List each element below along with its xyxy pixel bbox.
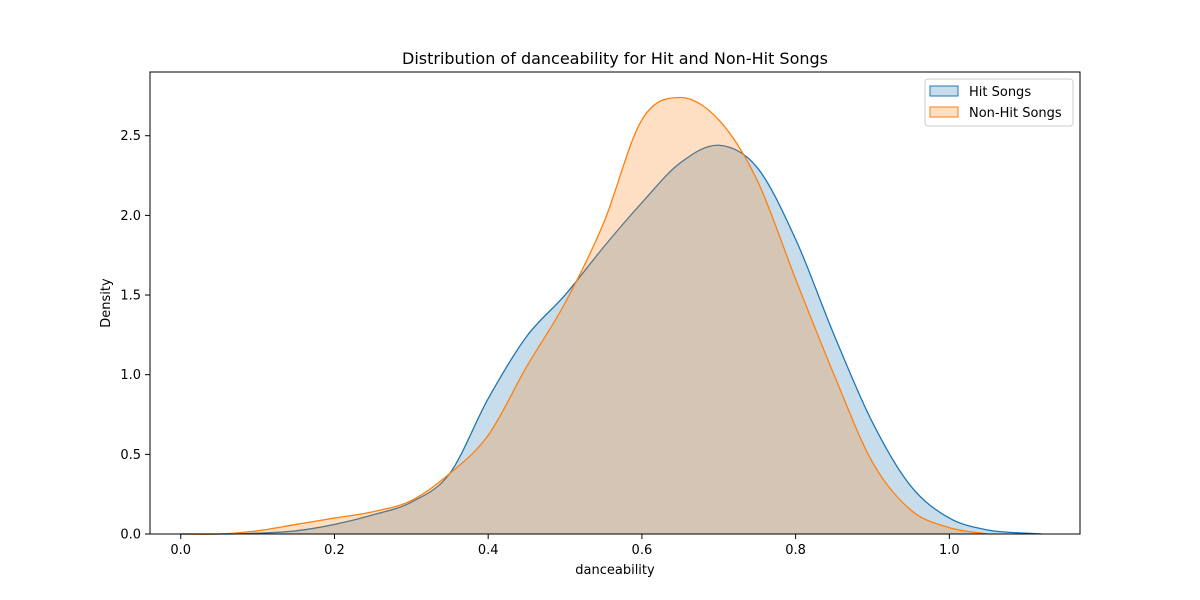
x-axis: 0.0 0.2 0.4 0.6 0.8 1.0 [170, 534, 960, 558]
legend-label: Non-Hit Songs [969, 106, 1062, 121]
x-axis-label: danceability [575, 563, 655, 578]
y-tick-label: 0.0 [120, 528, 141, 543]
chart-title: Distribution of danceability for Hit and… [402, 49, 828, 68]
y-axis: 0.0 0.5 1.0 1.5 2.0 2.5 [120, 129, 150, 543]
y-tick-label: 0.5 [120, 448, 141, 463]
plot-area [180, 96, 1042, 535]
x-tick-label: 0.4 [478, 543, 499, 558]
x-tick-label: 0.0 [170, 543, 191, 558]
x-tick-label: 0.6 [632, 543, 653, 558]
x-tick-label: 0.2 [324, 543, 345, 558]
density-fill-series-1 [180, 145, 1042, 535]
x-tick-label: 0.8 [785, 543, 806, 558]
plot-frame [149, 71, 1081, 535]
y-axis-label: Density [99, 278, 114, 328]
y-tick-label: 1.5 [120, 289, 141, 304]
legend-box [924, 78, 1074, 127]
legend-swatch [929, 106, 959, 118]
legend-label: Hit Songs [969, 85, 1031, 100]
y-tick-label: 1.0 [120, 368, 141, 383]
legend: Hit Songs Non-Hit Songs [924, 78, 1074, 127]
density-line-series-2 [180, 96, 988, 535]
y-tick-label: 2.5 [120, 129, 141, 144]
density-line-series-1 [180, 144, 1042, 535]
x-tick-label: 1.0 [939, 543, 960, 558]
y-tick-label: 2.0 [120, 209, 141, 224]
density-fill-series-2 [180, 97, 988, 535]
legend-swatch [929, 85, 959, 97]
